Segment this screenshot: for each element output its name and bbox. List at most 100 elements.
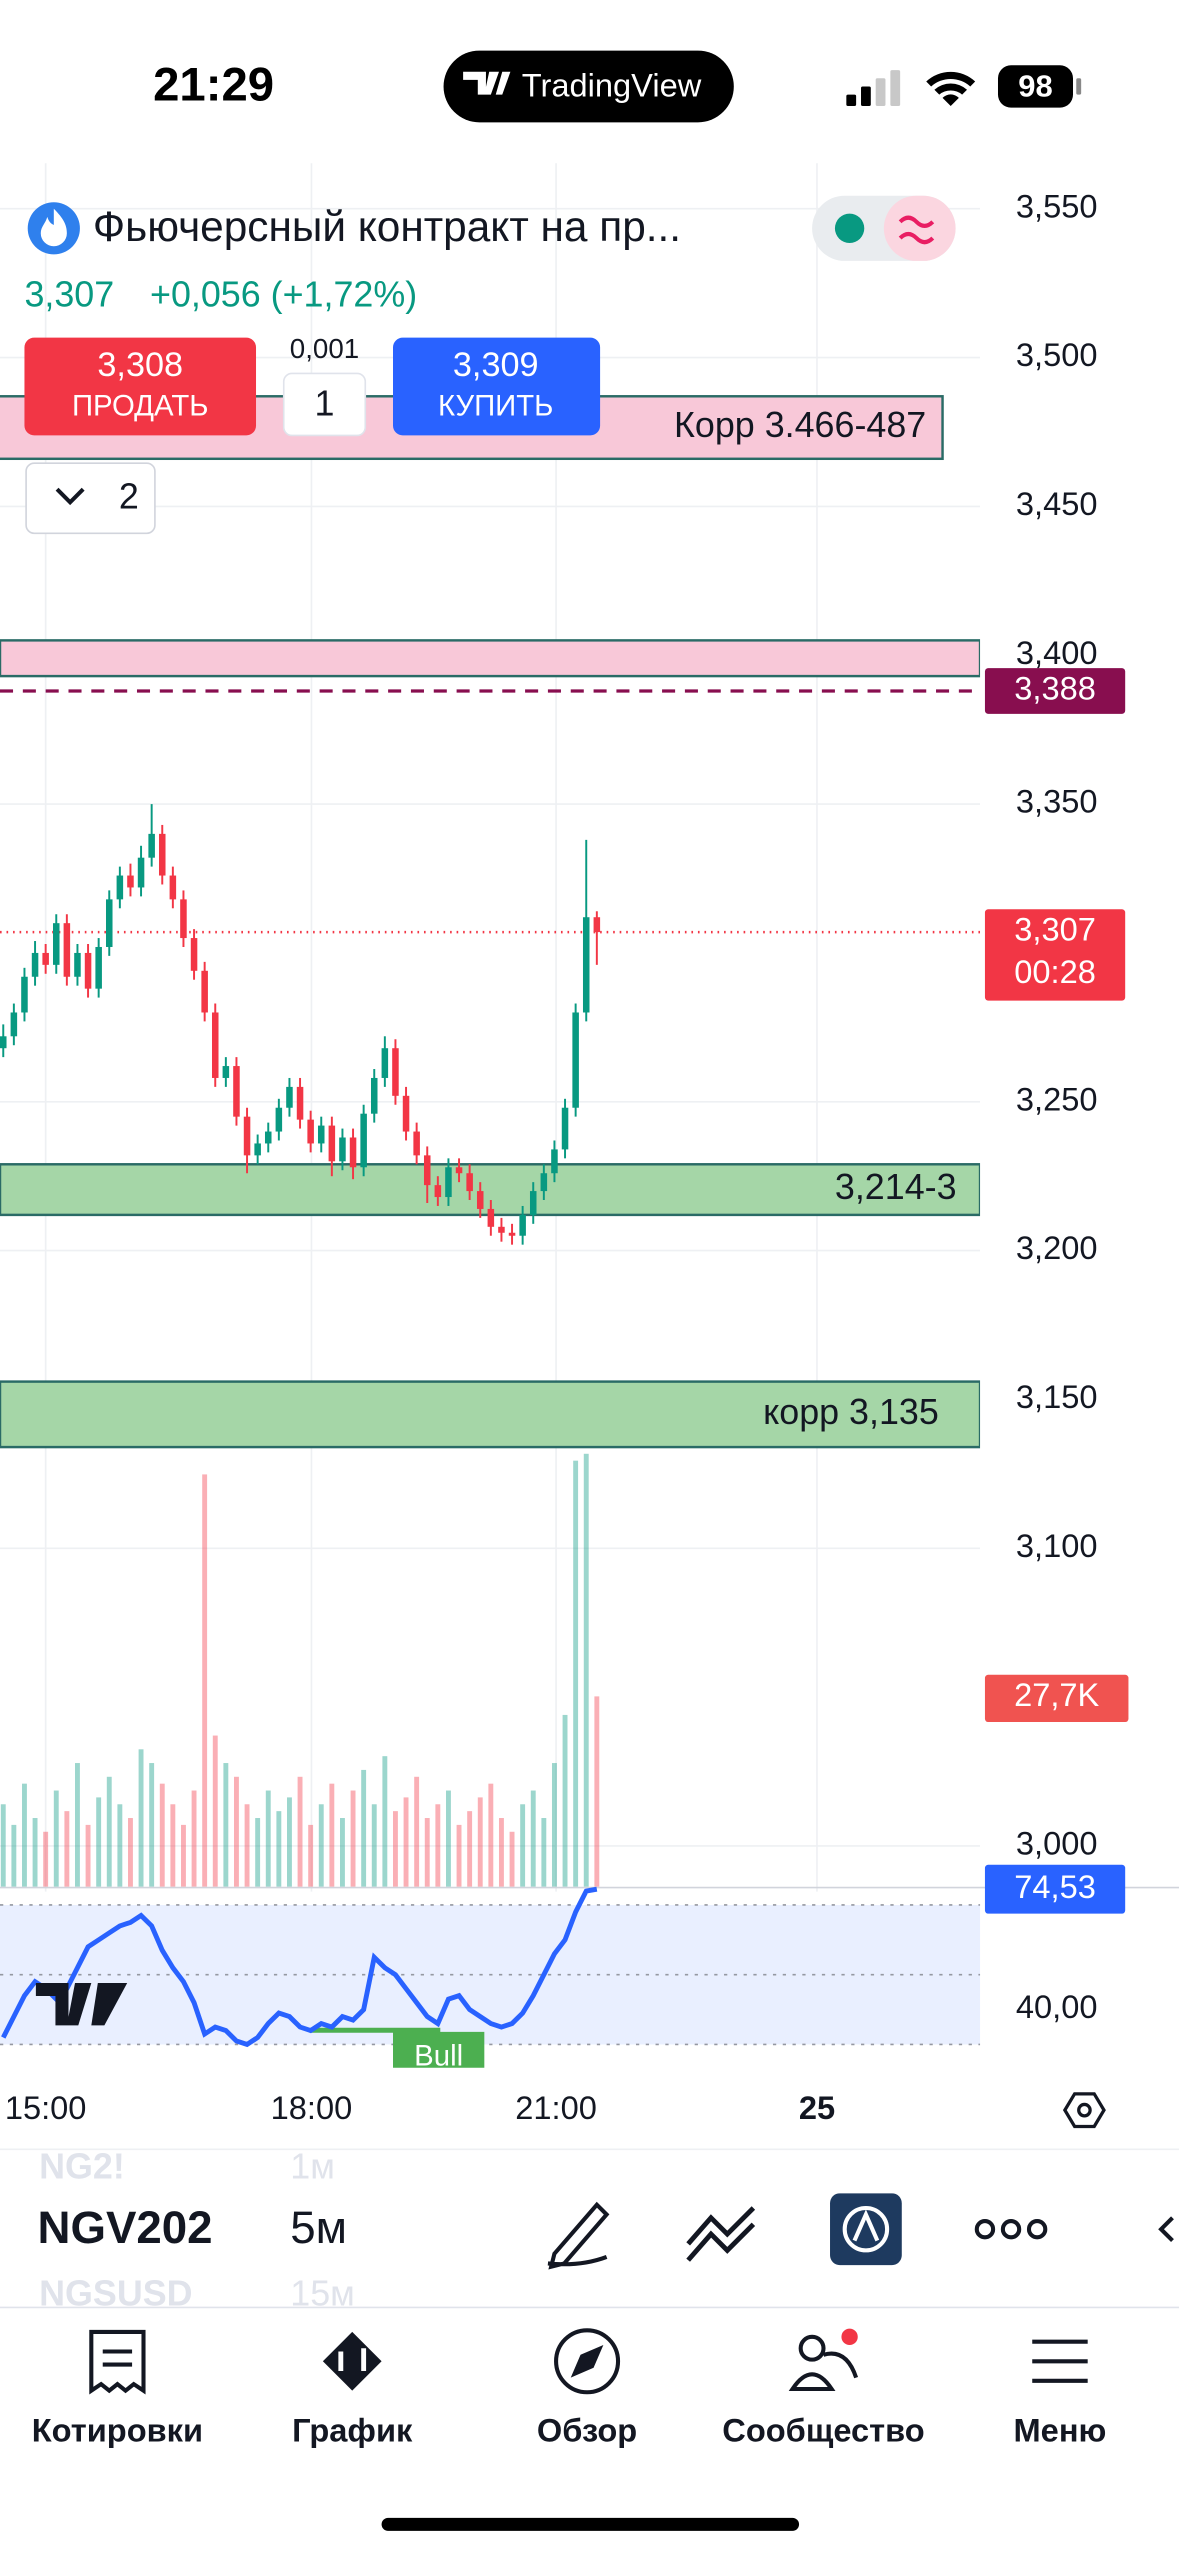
symbol-title: Фьючерсный контракт на пр... bbox=[93, 203, 681, 250]
candle-body bbox=[551, 1149, 558, 1174]
draw-icon[interactable] bbox=[547, 2201, 610, 2270]
quotes-icon[interactable] bbox=[89, 2329, 146, 2395]
step-size: 0,001 bbox=[290, 333, 359, 364]
tab-label[interactable]: Обзор bbox=[537, 2412, 637, 2449]
layers-button[interactable] bbox=[25, 462, 156, 535]
tab-label[interactable]: Сообщество bbox=[722, 2412, 924, 2449]
price-axis: 3,550 3,500 3,450 3,400 3,350 3,250 3,200 3,150… bbox=[984, 187, 1129, 2025]
battery-icon bbox=[997, 65, 1074, 108]
volume-tag-label: 27,7K bbox=[1014, 1676, 1099, 1713]
tab-label[interactable]: Меню bbox=[1014, 2412, 1107, 2449]
community-people bbox=[788, 2351, 859, 2392]
toggle-half bbox=[883, 195, 956, 261]
tab-label[interactable]: График bbox=[292, 2412, 413, 2449]
chart-icon-candles bbox=[338, 2348, 367, 2372]
buy-button[interactable] bbox=[393, 337, 601, 436]
volume-bar bbox=[308, 1824, 314, 1887]
notification-dot bbox=[841, 2328, 858, 2345]
candle-body bbox=[466, 1173, 473, 1192]
candle-body bbox=[296, 1086, 304, 1120]
explore-icon[interactable] bbox=[554, 2328, 621, 2395]
time-label: 25 bbox=[799, 2089, 835, 2126]
candle-body bbox=[63, 923, 71, 977]
candle-body bbox=[572, 1012, 579, 1108]
candle-body bbox=[137, 857, 145, 888]
rsi-pane: Bull bbox=[0, 1886, 1179, 2073]
community-icon[interactable] bbox=[798, 2334, 826, 2362]
y-tick-label: 3,250 bbox=[1016, 1080, 1098, 1117]
candle-body bbox=[370, 1077, 378, 1114]
menu-icon[interactable] bbox=[1032, 2339, 1088, 2383]
candle-body bbox=[10, 1012, 18, 1037]
volume-bar bbox=[53, 1790, 59, 1887]
volume-bar bbox=[0, 1804, 6, 1887]
volume-bar bbox=[530, 1790, 536, 1887]
rsi-tag-label: 74,53 bbox=[1014, 1868, 1096, 1905]
y-tick-label: 3,400 bbox=[1016, 634, 1098, 671]
app-name: TradingView bbox=[522, 67, 702, 104]
flame-shape bbox=[40, 208, 67, 247]
volume-bar bbox=[75, 1763, 80, 1887]
signal-icon bbox=[846, 70, 901, 107]
volume-bar bbox=[85, 1824, 91, 1887]
settings-icon[interactable] bbox=[1062, 2092, 1106, 2129]
volume-bar bbox=[520, 1804, 526, 1887]
candle-body bbox=[519, 1214, 526, 1236]
header-change: +0,056 (+1,72%) bbox=[150, 274, 417, 314]
more-dot[interactable] bbox=[974, 2218, 996, 2240]
battery-tip bbox=[1076, 78, 1082, 95]
chevron bbox=[55, 487, 85, 506]
buy-price: 3,309 bbox=[453, 346, 539, 384]
app-pill bbox=[443, 50, 734, 123]
candle-body bbox=[487, 1208, 495, 1227]
candle-body bbox=[211, 1012, 219, 1078]
candle-body bbox=[317, 1125, 325, 1144]
volume-bar bbox=[159, 1783, 165, 1887]
volume-bar bbox=[583, 1453, 589, 1887]
symbol[interactable]: NGV202 bbox=[38, 2202, 213, 2253]
volume-bar bbox=[509, 1831, 515, 1887]
scroll-arrow[interactable] bbox=[1158, 2216, 1174, 2243]
tab-label[interactable]: Котировки bbox=[32, 2412, 203, 2449]
indicator-button[interactable] bbox=[830, 2193, 902, 2266]
zone-label: корр 3,135 bbox=[763, 1392, 939, 1432]
candle-body bbox=[31, 952, 39, 977]
candle-body bbox=[508, 1232, 516, 1236]
candle-body bbox=[254, 1143, 261, 1156]
volume-tag bbox=[984, 1674, 1129, 1723]
lines-icon[interactable] bbox=[686, 2206, 756, 2262]
candle-body bbox=[423, 1155, 431, 1186]
volume-bar bbox=[223, 1763, 229, 1887]
volume-bar bbox=[181, 1824, 186, 1887]
alert-tag bbox=[984, 668, 1126, 714]
candle-body bbox=[190, 938, 198, 971]
sell-button[interactable] bbox=[24, 337, 257, 436]
quantity-box[interactable] bbox=[282, 372, 367, 437]
y-tick-label: 3,450 bbox=[1016, 485, 1098, 522]
candle-body bbox=[286, 1086, 293, 1108]
candle-body bbox=[158, 833, 166, 876]
y-tick-label: 3,500 bbox=[1016, 336, 1098, 373]
last-price-label: 3,307 bbox=[1014, 911, 1096, 948]
candle-body bbox=[402, 1095, 410, 1132]
candle-body bbox=[180, 899, 187, 939]
volume-bar bbox=[594, 1696, 600, 1887]
candle-body bbox=[169, 875, 177, 900]
candle-body bbox=[339, 1137, 346, 1162]
volume-bar bbox=[467, 1811, 473, 1887]
rsi-tick-label: 40,00 bbox=[1016, 1988, 1098, 2025]
volume-bar bbox=[287, 1797, 292, 1887]
volume-bar bbox=[435, 1804, 441, 1887]
candle-body bbox=[52, 923, 60, 965]
candle-body bbox=[201, 970, 208, 1013]
candle-body bbox=[21, 976, 28, 1013]
y-tick-label: 3,000 bbox=[1016, 1825, 1098, 1862]
volume-bar bbox=[170, 1804, 176, 1887]
volume-bar bbox=[393, 1811, 398, 1887]
volume-bar bbox=[551, 1763, 557, 1887]
interval[interactable]: 5м bbox=[290, 2202, 347, 2253]
candle-body bbox=[413, 1131, 420, 1156]
divergence-label: Bull bbox=[414, 2040, 463, 2073]
